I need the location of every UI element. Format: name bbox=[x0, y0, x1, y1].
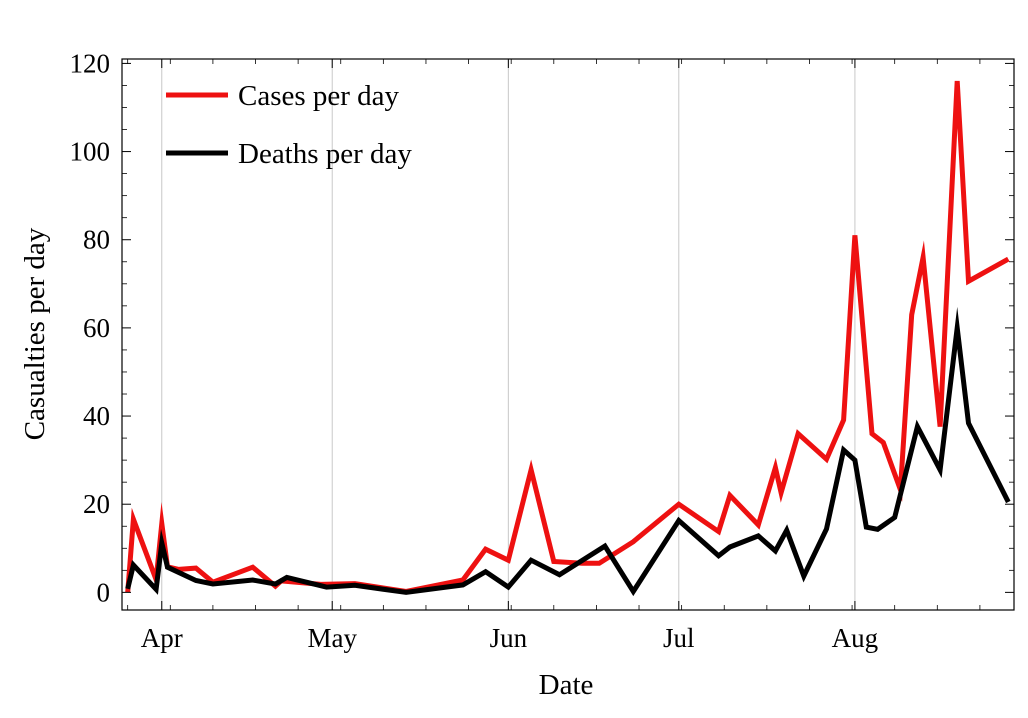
x-tick-label: Jul bbox=[663, 623, 695, 653]
legend: Cases per day Deaths per day bbox=[166, 80, 412, 170]
y-axis-title: Casualties per day bbox=[19, 227, 51, 440]
y-tick-label: 80 bbox=[83, 225, 110, 255]
series-line-1 bbox=[125, 306, 1011, 597]
x-axis-title: Date bbox=[539, 669, 594, 701]
y-tick-label: 120 bbox=[70, 48, 111, 78]
series-lines bbox=[125, 80, 1011, 597]
legend-label-0: Cases per day bbox=[238, 80, 400, 112]
y-tick-label: 0 bbox=[97, 577, 111, 607]
legend-label-1: Deaths per day bbox=[238, 138, 412, 170]
x-tick-label: May bbox=[307, 623, 357, 653]
x-tick-label: Apr bbox=[141, 623, 183, 653]
tick-labels: Apr May Jun Jul Aug 0 20 40 60 80 100 120 bbox=[70, 48, 879, 653]
y-tick-label: 40 bbox=[83, 401, 110, 431]
y-tick-label: 60 bbox=[83, 313, 110, 343]
x-tick-label: Jun bbox=[490, 623, 528, 653]
y-tick-label: 20 bbox=[83, 489, 110, 519]
axis-ticks bbox=[122, 59, 1014, 610]
series-line-0 bbox=[125, 80, 1010, 595]
y-tick-label: 100 bbox=[70, 137, 111, 167]
plot-frame bbox=[121, 58, 1015, 611]
x-tick-label: Aug bbox=[832, 623, 879, 653]
